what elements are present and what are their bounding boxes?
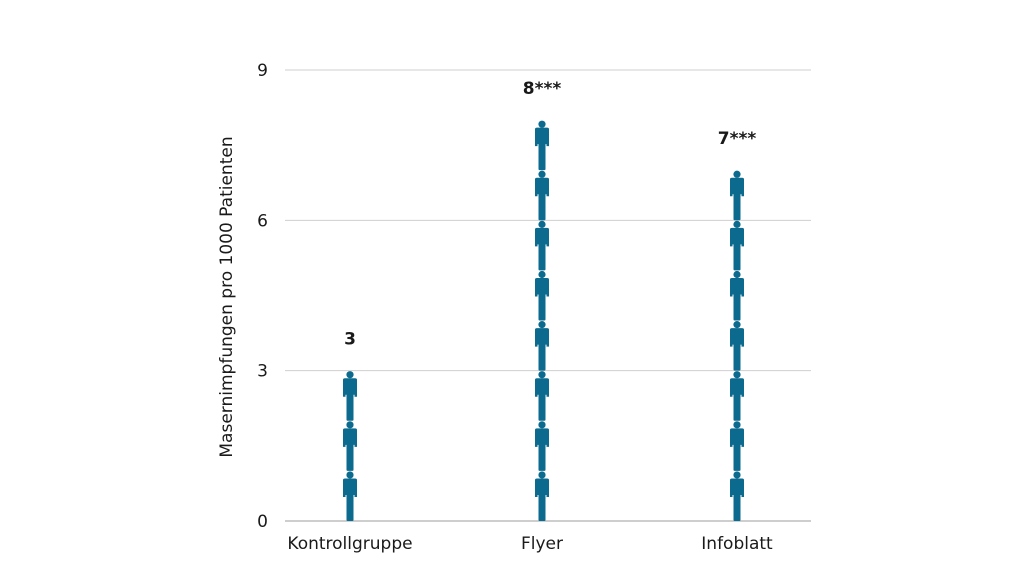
person-icon bbox=[730, 471, 744, 521]
x-axis-categories: Kontrollgruppe Flyer Infoblatt bbox=[287, 534, 773, 554]
person-icon bbox=[535, 321, 549, 371]
person-icon bbox=[535, 471, 549, 521]
y-tick-label: 3 bbox=[257, 362, 268, 382]
x-category-label: Infoblatt bbox=[701, 534, 773, 554]
x-category-label: Kontrollgruppe bbox=[287, 534, 412, 554]
y-tick-label: 9 bbox=[257, 61, 268, 81]
person-icon bbox=[343, 371, 357, 421]
person-icon bbox=[730, 371, 744, 421]
person-icon bbox=[535, 170, 549, 221]
y-axis-title: Masernimpfungen pro 1000 Patienten bbox=[217, 136, 237, 457]
person-icon bbox=[730, 270, 744, 321]
y-tick-label: 0 bbox=[257, 512, 268, 532]
y-axis-ticks: 0 3 6 9 bbox=[257, 61, 268, 532]
value-labels: 3 8*** 7*** bbox=[344, 79, 756, 350]
person-icon bbox=[535, 220, 549, 271]
person-icon bbox=[730, 421, 744, 471]
person-icon bbox=[535, 421, 549, 471]
person-icon bbox=[343, 421, 357, 471]
x-category-label: Flyer bbox=[521, 534, 563, 554]
person-icon bbox=[730, 220, 744, 271]
person-icon bbox=[343, 471, 357, 521]
gridlines bbox=[285, 69, 811, 522]
value-label: 8*** bbox=[523, 79, 562, 99]
person-icon bbox=[535, 371, 549, 421]
pictogram-series bbox=[343, 120, 744, 521]
person-icon bbox=[730, 170, 744, 221]
person-icon bbox=[730, 321, 744, 371]
value-label: 7*** bbox=[718, 129, 757, 149]
y-tick-label: 6 bbox=[257, 211, 268, 231]
value-label: 3 bbox=[344, 330, 356, 350]
person-icon bbox=[535, 270, 549, 321]
person-icon bbox=[535, 120, 549, 171]
